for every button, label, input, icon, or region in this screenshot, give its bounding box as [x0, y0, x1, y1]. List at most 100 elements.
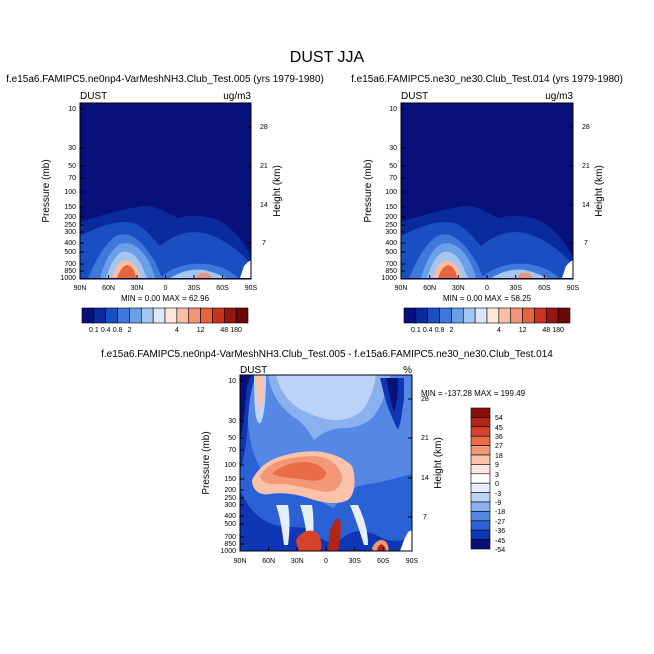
colorbar-swatch	[486, 307, 500, 324]
pressure-tick-label: 200	[385, 214, 397, 221]
pressure-tick-label: 300	[224, 502, 236, 509]
panel-top-right: f.e15a6.FAMIPC5.ne30_ne30.Club_Test.014 …	[351, 74, 623, 334]
colorbar-label: 2	[449, 327, 453, 334]
colorbar-label: 12	[197, 327, 205, 334]
height-tick-label: 21	[582, 163, 590, 170]
pressure-tick-label: 100	[385, 189, 397, 196]
height-tick-label: 28	[582, 124, 590, 131]
lat-tick-label: 90S	[567, 285, 580, 292]
pressure-tick-label: 70	[68, 175, 76, 182]
stats-label: MIN = -137.28 MAX = 199.49	[421, 389, 526, 398]
colorbar-label: 54	[495, 415, 503, 422]
colorbar-swatch	[557, 307, 571, 324]
colorbar-label: 48	[542, 327, 550, 334]
colorbar-swatch	[212, 307, 225, 324]
height-tick-label: 14	[582, 202, 590, 209]
colorbar-swatch	[176, 307, 190, 324]
pressure-tick-label: 850	[224, 541, 236, 548]
tick-marks	[79, 108, 252, 279]
lat-tick-label: 60S	[377, 558, 390, 565]
colorbar-label: 180	[230, 327, 242, 334]
colorbar-swatch	[470, 482, 491, 493]
colorbar-swatch	[451, 307, 464, 324]
pressure-tick-label: 300	[64, 229, 76, 236]
pressure-tick-label: 200	[224, 487, 236, 494]
colorbar-label: -3	[495, 491, 501, 498]
pressure-tick-label: 10	[389, 106, 397, 113]
pressure-tick-label: 400	[64, 240, 76, 247]
colorbar-swatch	[415, 307, 429, 324]
colorbar-label: -36	[495, 528, 505, 535]
colorbar-swatch	[427, 307, 440, 324]
height-tick-label: 14	[260, 202, 268, 209]
height-tick-label: 28	[260, 124, 268, 131]
pressure-tick-label: 50	[228, 435, 236, 442]
pressure-tick-label: 250	[385, 222, 397, 229]
colorbar-swatch	[522, 307, 535, 324]
y-axis-right-label: Height (km)	[594, 165, 605, 217]
pressure-tick-label: 1000	[220, 548, 236, 555]
colorbar-label: -9	[495, 500, 501, 507]
colorbar-swatch	[470, 417, 491, 428]
colorbar-label: 0.1	[411, 327, 421, 334]
colorbar-label: 45	[495, 425, 503, 432]
height-tick-label: 21	[421, 435, 429, 442]
pressure-tick-label: 1000	[60, 275, 76, 282]
colorbar-label: 0.4	[101, 327, 111, 334]
height-tick-label: 28	[421, 396, 429, 403]
colorbar-label: 0.1	[89, 327, 99, 334]
pressure-tick-label: 700	[64, 261, 76, 268]
plot-area	[79, 102, 252, 280]
pressure-tick-label: 700	[224, 534, 236, 541]
pressure-tick-label: 700	[385, 261, 397, 268]
lat-tick-label: 30N	[291, 558, 304, 565]
pressure-tick-label: 850	[64, 268, 76, 275]
lat-tick-label: 60N	[102, 285, 115, 292]
colorbar-label: 12	[519, 327, 527, 334]
pressure-tick-label: 50	[389, 163, 397, 170]
figure-title: DUST JJA	[290, 49, 365, 66]
colorbar-swatch	[470, 501, 491, 512]
tick-marks	[239, 380, 413, 551]
lat-tick-label: 30S	[188, 285, 201, 292]
colorbar-swatch	[470, 464, 491, 475]
colorbar-label: 9	[495, 462, 499, 469]
lat-tick-label: 60S	[538, 285, 551, 292]
colorbar-label: 4	[175, 327, 179, 334]
colorbar-label: 4	[497, 327, 501, 334]
lat-tick-label: 0	[164, 285, 168, 292]
colorbar	[403, 307, 571, 324]
colorbar-swatch	[140, 307, 154, 324]
colorbar-swatch	[188, 307, 201, 324]
colorbar-swatch	[105, 307, 118, 324]
panel-bottom-difference: f.e15a6.FAMIPC5.ne0np4-VarMeshNH3.Club_T…	[101, 349, 553, 565]
units-label: ug/m3	[545, 91, 573, 102]
lat-tick-label: 90N	[74, 285, 87, 292]
colorbar-label: 27	[495, 443, 503, 450]
colorbar-swatch	[474, 307, 488, 324]
colorbar-swatch	[470, 426, 491, 437]
stats-label: MIN = 0.00 MAX = 62.96	[121, 294, 210, 303]
colorbar-label: 48	[220, 327, 228, 334]
pressure-tick-label: 70	[228, 447, 236, 454]
colorbar-label: 0.8	[113, 327, 123, 334]
colorbar-swatch	[510, 307, 523, 324]
pressure-tick-label: 10	[68, 106, 76, 113]
pressure-tick-label: 10	[228, 378, 236, 385]
colorbar	[81, 307, 249, 324]
colorbar-swatch	[235, 307, 249, 324]
colorbar-swatch	[470, 520, 491, 531]
panel-top-left: f.e15a6.FAMIPC5.ne0np4-VarMeshNH3.Club_T…	[6, 74, 324, 334]
lat-tick-label: 0	[485, 285, 489, 292]
variable-label: DUST	[240, 365, 267, 376]
colorbar-swatch	[470, 529, 491, 540]
lat-tick-label: 90S	[406, 558, 419, 565]
tick-marks	[400, 108, 574, 279]
colorbar-swatch	[200, 307, 213, 324]
pressure-tick-label: 250	[64, 222, 76, 229]
colorbar-swatch	[545, 307, 559, 324]
pressure-tick-label: 100	[224, 462, 236, 469]
colorbar-label: 0	[495, 481, 499, 488]
y-axis-label: Pressure (mb)	[41, 159, 52, 222]
colorbar-swatch	[117, 307, 130, 324]
